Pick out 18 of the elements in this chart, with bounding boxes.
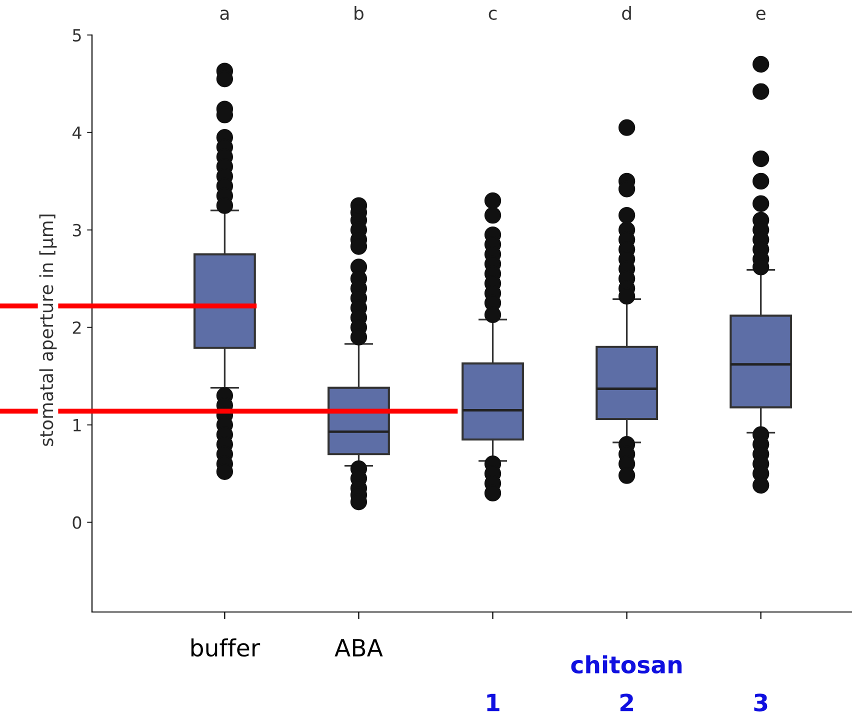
text: a (220, 10, 229, 20)
text: c (488, 10, 497, 20)
x-tick-label: 3 (754, 694, 768, 712)
x-tick-label: buffer (191, 638, 260, 657)
y-tick-label: 5 (72, 29, 81, 42)
x-tick-label: ABA (334, 639, 383, 656)
y-tick-label: 1 (74, 419, 81, 432)
y-tick-label: 3 (72, 224, 81, 236)
y-tick-label: 4 (72, 126, 82, 139)
x-tick-label: 2 (620, 694, 633, 712)
text: e (756, 10, 766, 20)
y-tick-label: 0 (72, 516, 82, 529)
x-axis-title: chitosan (571, 655, 682, 674)
y-tick-label: 2 (72, 321, 81, 334)
text: d (622, 6, 631, 20)
x-tick-label: 1 (487, 694, 500, 712)
text: b (354, 6, 364, 20)
y-axis-title: stomatal aperture in [µm] (39, 214, 57, 446)
